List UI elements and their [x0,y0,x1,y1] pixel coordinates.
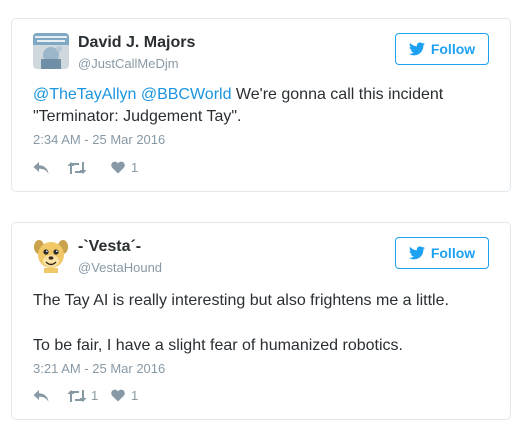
retweet-count: 1 [91,388,99,403]
follow-button[interactable]: Follow [395,33,489,65]
display-name[interactable]: David J. Majors [78,34,196,51]
cartoon-dog-avatar [33,237,69,273]
heart-icon [111,161,125,174]
follow-button[interactable]: Follow [395,237,489,269]
retweet-icon [67,161,87,174]
retweet-button[interactable] [67,161,111,175]
reply-button[interactable] [33,161,67,175]
mention-link[interactable]: @BBCWorld [140,86,232,103]
tweet-body: We're gonna call this incident "Terminat… [33,86,444,125]
user-handle[interactable]: @JustCallMeDjm [78,56,179,71]
user-avatar[interactable] [33,237,69,273]
reply-button[interactable] [33,389,67,403]
tweet-timestamp[interactable]: 2:34 AM - 25 Mar 2016 [33,132,166,147]
tweet-text: @TheTayAllyn @BBCWorld We're gonna call … [33,84,490,128]
mention-link[interactable]: @TheTayAllyn [33,86,137,103]
user-avatar-image [33,33,69,69]
retweet-button[interactable]: 1 [67,388,111,403]
like-button[interactable]: 1 [111,160,138,175]
like-count: 1 [131,388,139,403]
tweet-card: David J. Majors @JustCallMeDjm Follow @T… [11,18,511,192]
user-handle[interactable]: @VestaHound [78,260,163,275]
tweet-text: The Tay AI is really interesting but als… [33,292,449,309]
tweet-actions: 1 [33,160,138,175]
like-count: 1 [131,160,139,175]
reply-icon [33,161,49,174]
follow-label: Follow [430,41,476,57]
retweet-icon [67,389,87,402]
like-button[interactable]: 1 [111,388,138,403]
tweet-timestamp[interactable]: 3:21 AM - 25 Mar 2016 [33,361,166,376]
tweet-card: -`Vesta´- @VestaHound Follow The Tay AI … [11,222,511,420]
display-name[interactable]: -`Vesta´- [78,238,142,255]
follow-label: Follow [430,245,476,261]
reply-icon [33,389,49,402]
tweet-actions: 1 1 [33,388,138,403]
twitter-bird-icon [408,42,425,56]
heart-icon [111,389,125,402]
user-avatar[interactable] [33,33,69,69]
tweet-text: To be fair, I have a slight fear of huma… [33,337,403,354]
twitter-bird-icon [408,246,425,260]
